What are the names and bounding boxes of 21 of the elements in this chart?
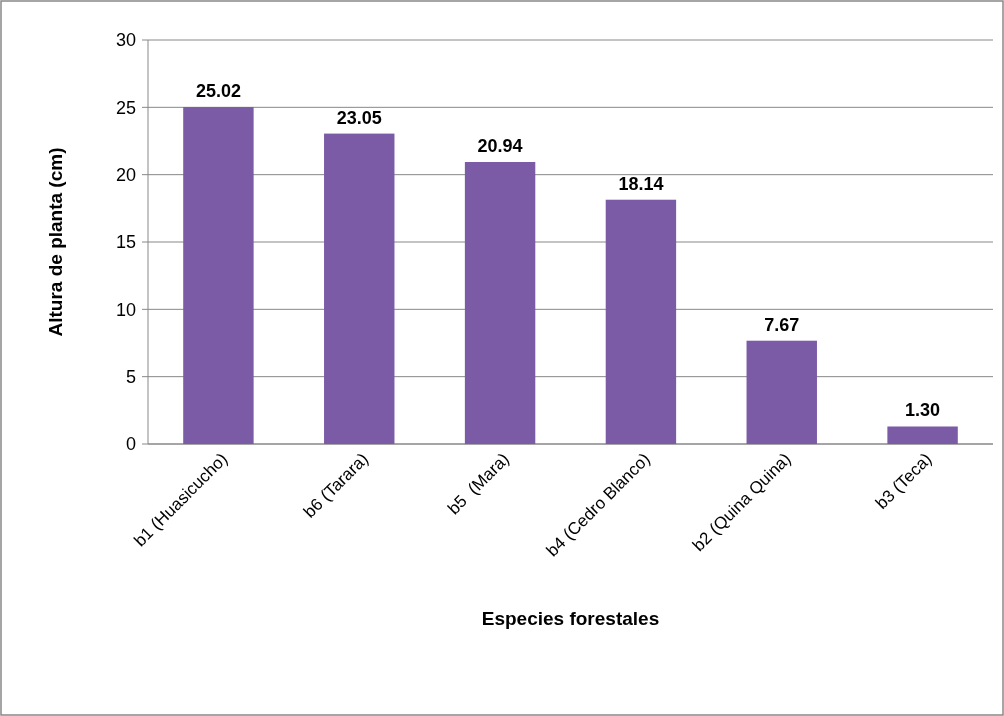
bar (605, 199, 677, 444)
y-tick-label: 25 (115, 97, 136, 118)
data-label: 18.14 (618, 173, 664, 194)
data-label: 20.94 (477, 136, 523, 157)
bar (464, 162, 536, 444)
bar (887, 426, 958, 444)
bar (746, 340, 817, 444)
data-label: 7.67 (764, 314, 800, 335)
y-tick-label: 0 (125, 434, 136, 455)
y-tick-label: 5 (125, 366, 136, 387)
y-tick-label: 15 (115, 232, 136, 253)
y-tick-label: 20 (115, 164, 136, 185)
bar (324, 133, 395, 444)
data-label: 23.05 (336, 107, 382, 128)
data-label: 25.02 (195, 81, 241, 102)
y-tick-label: 10 (115, 299, 136, 320)
data-label: 1.30 (905, 400, 941, 421)
bar (183, 107, 254, 444)
y-axis-title: Altura de planta (cm) (45, 147, 66, 337)
x-axis-title: Especies forestales (481, 608, 660, 629)
y-tick-label: 30 (115, 30, 136, 51)
